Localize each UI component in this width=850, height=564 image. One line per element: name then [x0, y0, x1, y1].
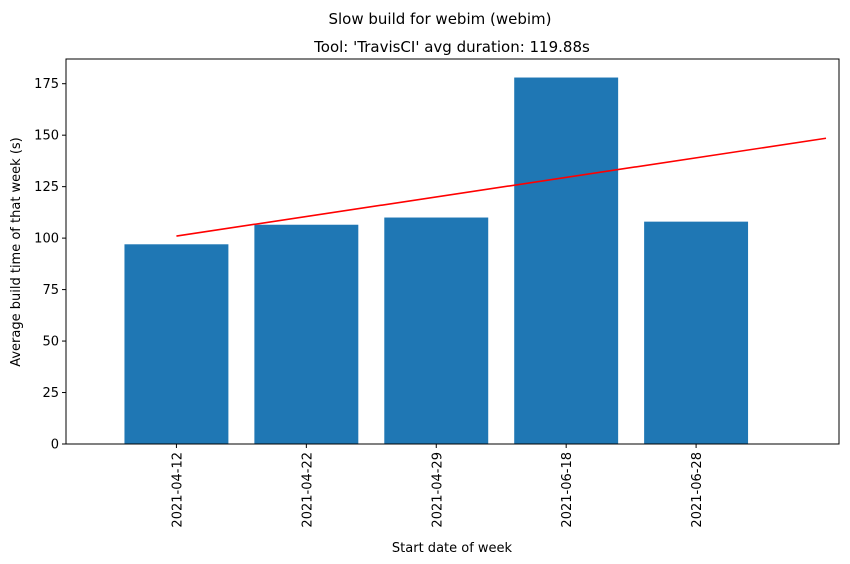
x-tick-label: 2021-06-28 — [690, 452, 705, 528]
bar-2021-06-28 — [644, 221, 749, 444]
y-tick-label: 25 — [42, 386, 59, 401]
x-axis-label: Start date of week — [392, 541, 513, 556]
y-tick-label: 125 — [34, 180, 59, 195]
trend-line-group — [176, 137, 827, 237]
bar-2021-06-18 — [514, 77, 619, 444]
x-tick-label: 2021-04-12 — [170, 452, 185, 528]
y-axis-label: Average build time of that week (s) — [9, 137, 24, 367]
y-tick-label: 150 — [34, 129, 59, 144]
x-tick-label: 2021-06-18 — [560, 452, 575, 528]
y-tick-label: 0 — [51, 438, 59, 453]
bar-2021-04-22 — [254, 224, 359, 444]
bar-2021-04-29 — [384, 217, 489, 444]
y-axis: 0 25 50 75 100 125 150 175 — [34, 77, 66, 453]
y-tick-label: 100 — [34, 232, 59, 247]
chart-title: Tool: 'TravisCI' avg duration: 119.88s — [313, 38, 590, 56]
trend-line — [176, 137, 827, 237]
bars-group — [124, 77, 749, 444]
y-tick-label: 175 — [34, 77, 59, 92]
y-tick-label: 50 — [42, 335, 59, 350]
chart-suptitle: Slow build for webim (webim) — [328, 10, 551, 28]
plot-frame — [65, 58, 840, 445]
bar-2021-04-12 — [124, 244, 229, 444]
x-tick-label: 2021-04-22 — [300, 452, 315, 528]
x-axis: 2021-04-12 2021-04-22 2021-04-29 2021-06-18… — [170, 444, 705, 528]
y-tick-label: 75 — [42, 283, 59, 298]
x-tick-label: 2021-04-29 — [430, 452, 445, 528]
